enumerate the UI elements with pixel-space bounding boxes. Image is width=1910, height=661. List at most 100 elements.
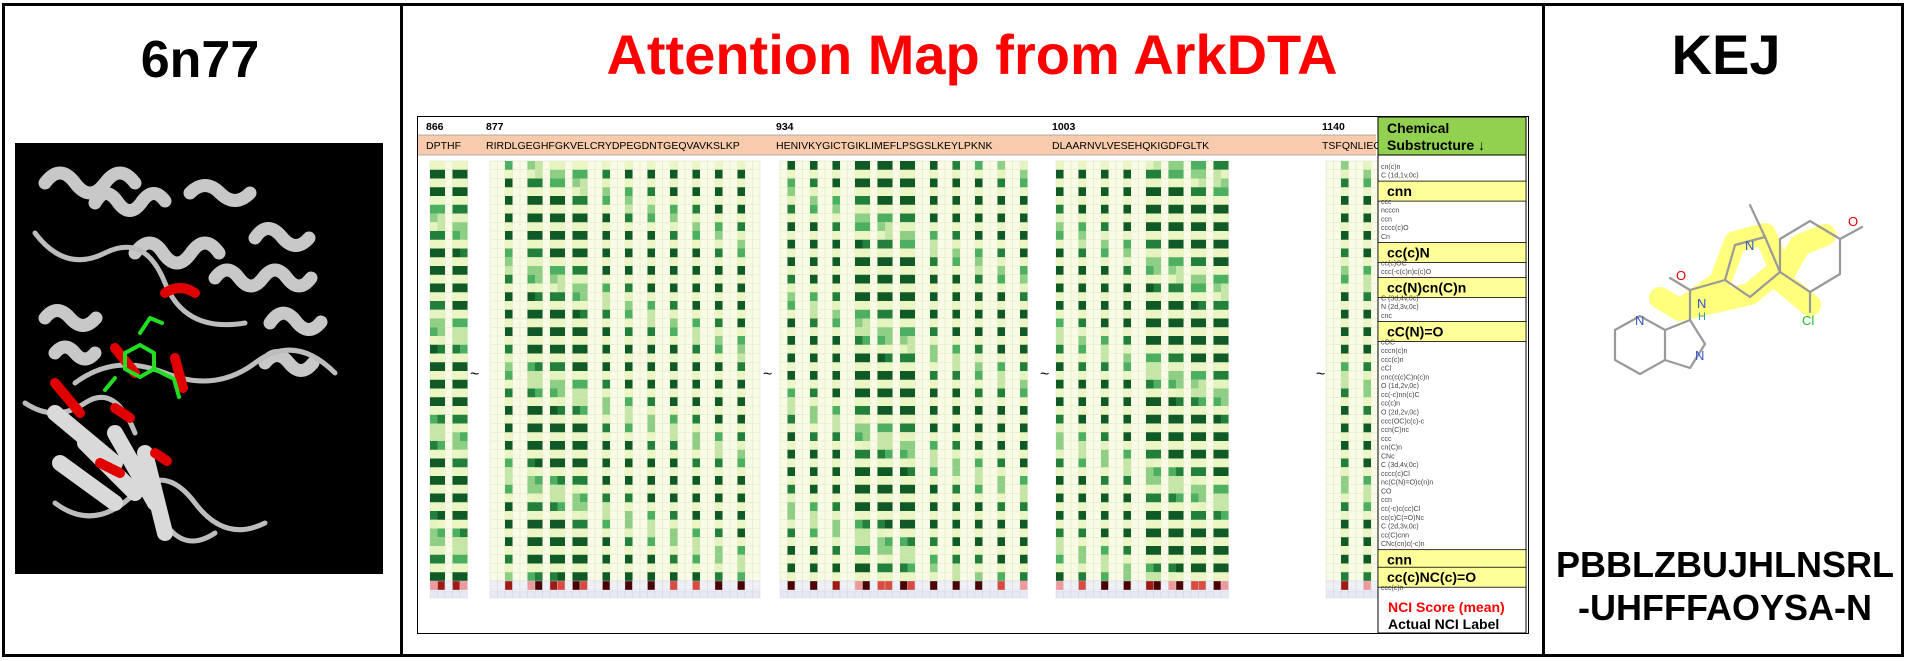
substructure-label: ccc(-c(c)n)c(c)O	[1381, 269, 1432, 276]
segment-start-number: 866	[426, 121, 444, 133]
segment-grid	[779, 160, 1028, 582]
substructure-label: ccn	[1381, 497, 1392, 504]
svg-text:Cl: Cl	[1802, 313, 1814, 328]
highlighted-substructure-box	[1377, 566, 1527, 588]
segment-sequence: HENIVKYGICTGIKLIMEFLPSGSLKEYLPKNK	[776, 140, 993, 152]
substructure-label: cc(c)n	[1381, 401, 1400, 408]
legend-nci-label: Actual NCI Label	[1388, 616, 1499, 632]
substructure-label: O (1d,2v,0c)	[1381, 383, 1419, 390]
substructure-label: cCl	[1381, 366, 1392, 373]
sequence-gap-symbol: ~	[763, 366, 772, 383]
substructure-label: cc(-c)c(cc)Cl	[1381, 506, 1421, 513]
segment-sequence: DLAARNVLVESEHQKIGDFGLTK	[1052, 140, 1209, 152]
substructure-label: ccc(OC)c(c)-c	[1381, 418, 1425, 425]
nci-score-row	[1055, 580, 1229, 599]
substructure-label: CO	[1381, 488, 1392, 495]
substructure-label: N (2d,3v,0c)	[1381, 304, 1419, 311]
substructure-header-line2: Substructure ↓	[1387, 137, 1485, 153]
substructure-label: ccc	[1381, 436, 1392, 443]
substructure-label: nc(C(N)=O)c(n)n	[1381, 480, 1433, 487]
svg-text:H: H	[1698, 311, 1706, 323]
substructure-label: cc(-c)nn(c)C	[1381, 392, 1420, 399]
substructure-label: C (3d,4v,0c)	[1381, 295, 1419, 302]
substructure-header	[1377, 116, 1527, 156]
highlighted-substructure: cc(c)NC(c)=O	[1387, 569, 1476, 585]
substructure-label: cccn(c)n	[1381, 348, 1408, 355]
substructure-label: C (2d,3v,0c)	[1381, 524, 1419, 531]
highlighted-substructure-box	[1377, 321, 1527, 342]
substructure-label: C (1d,1v,0c)	[1381, 173, 1419, 180]
divider-left	[400, 3, 403, 657]
substructure-label: Cn	[1381, 234, 1390, 241]
substructure-label: O (2d,2v,0c)	[1381, 409, 1419, 416]
attention-grid: ~ ~ ~ ~	[429, 160, 1439, 599]
nci-score-row	[779, 580, 1028, 599]
sequence-gap-symbol: ~	[1040, 366, 1049, 383]
substructure-label: cnc	[1381, 313, 1392, 320]
substructure-label: ccn	[1381, 216, 1392, 223]
substructure-label: CNc(cn)c(-c)n	[1381, 541, 1425, 548]
ligand-structure-image: O N H Cl O N N N	[1613, 203, 1864, 376]
substructure-label: cn(c)n	[1381, 164, 1401, 171]
highlighted-substructure: cc(N)cn(C)n	[1387, 280, 1466, 296]
substructure-label: cccc(c)Cl	[1381, 471, 1410, 478]
svg-text:N: N	[1697, 296, 1706, 311]
svg-text:N: N	[1635, 313, 1644, 328]
segment-start-number: 1003	[1052, 121, 1076, 133]
substructure-label: cccc(c)O	[1381, 225, 1409, 232]
substructure-label: cOC	[1381, 339, 1395, 346]
substructure-label: CNc	[1381, 453, 1395, 460]
svg-text:N: N	[1695, 348, 1704, 363]
main-title: Attention Map from ArkDTA	[606, 23, 1338, 86]
highlighted-substructure-box	[1377, 180, 1527, 202]
substructure-label: cc(c)C(=O)Nc	[1381, 515, 1424, 522]
highlighted-substructure: cnn	[1387, 552, 1412, 568]
segment-start-number: 934	[776, 121, 794, 133]
substructure-label: ncccn	[1381, 208, 1399, 215]
highlighted-substructure-box	[1377, 242, 1527, 263]
highlighted-substructure: cnn	[1387, 183, 1412, 199]
inchikey-line2: -UHFFFAOYSA-N	[1578, 587, 1872, 628]
protein-id-title: 6n77	[140, 31, 260, 89]
segment-grid	[1055, 160, 1229, 582]
figure-frame	[2, 3, 1904, 657]
svg-text:O: O	[1848, 214, 1858, 229]
inchikey-line1: PBBLZBUJHLNSRL	[1556, 544, 1894, 585]
segment-start-number: 877	[486, 121, 504, 133]
substructure-label: cn(C)n	[1381, 445, 1402, 452]
svg-text:N: N	[1745, 238, 1754, 253]
segment-grid	[489, 160, 761, 582]
substructure-label: ccc	[1381, 199, 1392, 206]
svg-text:O: O	[1676, 268, 1686, 283]
substructure-label: ccc(c)n	[1381, 357, 1404, 364]
segment-sequence: DPTHF	[426, 140, 461, 152]
substructure-label: cc(C)cnn	[1381, 532, 1409, 539]
legend-nci-score: NCI Score (mean)	[1388, 599, 1505, 615]
segment-sequence: RIRDLGEGHFGKVELCRYDPEGDNTGEQVAVKSLKP	[486, 140, 740, 152]
substructure-header-line1: Chemical	[1387, 120, 1449, 136]
nci-score-row	[489, 580, 761, 599]
segment-start-number: 1140	[1322, 121, 1345, 133]
nci-score-row	[429, 580, 468, 599]
ligand-inchikey: PBBLZBUJHLNSRL -UHFFFAOYSA-N	[1555, 543, 1895, 629]
substructure-label: cc(c)OC	[1381, 260, 1407, 267]
substructure-label: ccc(c)n	[1381, 585, 1404, 592]
sequence-gap-symbol: ~	[470, 366, 479, 383]
highlighted-substructure-box	[1377, 277, 1527, 299]
highlighted-substructure: cC(N)=O	[1387, 324, 1444, 340]
substructure-label: ccn(C)nc	[1381, 427, 1410, 434]
bonds	[1613, 203, 1864, 376]
substructure-label: cnc(c(c)C)n(c)n	[1381, 374, 1429, 381]
highlighted-substructure: cc(c)N	[1387, 245, 1430, 261]
divider-right	[1542, 3, 1545, 657]
ligand-sticks	[103, 316, 181, 399]
segment-grid	[429, 160, 468, 582]
substructure-label: C (3d,4v,0c)	[1381, 462, 1419, 469]
sequence-gap-symbol: ~	[1316, 366, 1325, 383]
attention-map: 866 DPTHF 877 RIRDLGEGHFGKVELCRYDPEGDNTGEQV…	[417, 116, 1529, 634]
protein-structure-image	[15, 143, 383, 574]
ligand-id-title: KEJ	[1671, 23, 1781, 86]
sequence-segments: 866 DPTHF 877 RIRDLGEGHFGKVELCRYDPEGDNTGEQV…	[418, 117, 1421, 156]
helix-ribbons	[38, 166, 328, 377]
